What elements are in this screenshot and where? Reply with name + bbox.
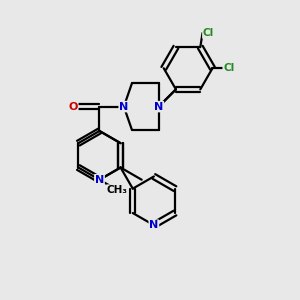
Text: N: N [149, 220, 158, 230]
Text: N: N [154, 102, 163, 112]
Text: Cl: Cl [223, 63, 235, 73]
Text: N: N [95, 175, 104, 185]
Text: Cl: Cl [203, 28, 214, 38]
Text: O: O [68, 102, 78, 112]
Text: CH₃: CH₃ [107, 185, 128, 195]
Text: N: N [119, 102, 128, 112]
